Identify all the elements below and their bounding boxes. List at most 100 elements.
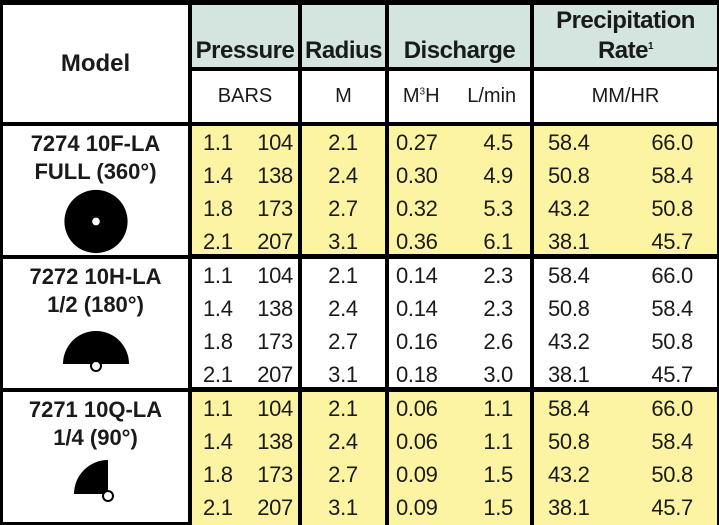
precip-rate-a: 38.1 (548, 229, 590, 254)
table-row-bg (534, 325, 717, 358)
precip-rate-a: 43.2 (548, 462, 590, 487)
model-number: 7271 10Q-LA (28, 397, 163, 422)
precip-line1: Precipitation (556, 7, 695, 34)
pressure-psi: 173 (257, 462, 293, 487)
radius-value: 3.1 (328, 362, 358, 387)
table-row-bg (389, 225, 530, 254)
precip-rate-a: 50.8 (548, 163, 590, 188)
table-row-bg (389, 159, 530, 192)
discharge-lmin: 4.9 (483, 163, 513, 188)
table-row-bg (192, 392, 298, 425)
table-row-bg (302, 259, 385, 292)
precip-rate-b: 50.8 (651, 462, 693, 487)
table-row-bg (534, 192, 717, 225)
pressure-bar: 1.1 (203, 130, 233, 155)
precip-rate-a: 43.2 (548, 329, 590, 354)
discharge-lmin: 2.3 (483, 296, 513, 321)
table-row-bg (302, 425, 385, 458)
discharge-header: Discharge (389, 5, 530, 67)
precip-rate-a: 58.4 (548, 396, 590, 421)
precip-rate-b: 45.7 (651, 362, 693, 387)
precip-rate-a: 43.2 (548, 196, 590, 221)
table-row-bg (534, 358, 717, 387)
radius-value: 2.1 (328, 130, 358, 155)
table-row-bg (302, 491, 385, 525)
table-row-bg (534, 392, 717, 425)
pressure-bar: 1.8 (203, 462, 233, 487)
precip-rate-a: 58.4 (548, 263, 590, 288)
table-row-bg (192, 325, 298, 358)
precip-rate-b: 58.4 (651, 296, 693, 321)
pressure-bar: 2.1 (203, 362, 233, 387)
radius-value: 2.4 (328, 429, 358, 454)
discharge-lmin: 1.5 (483, 495, 513, 520)
precip-rate-a: 38.1 (548, 362, 590, 387)
pressure-bar: 1.8 (203, 196, 233, 221)
m3h-base: M (402, 85, 420, 107)
radius-value: 2.4 (328, 163, 358, 188)
model-number: 7274 10F-LA (30, 131, 161, 156)
table-row-bg (192, 292, 298, 325)
table-row-bg (192, 458, 298, 491)
radius-value: 2.7 (328, 329, 358, 354)
discharge-m3h: 0.06 (396, 429, 438, 454)
discharge-lmin: 3.0 (483, 362, 513, 387)
pressure-psi: 207 (257, 362, 293, 387)
discharge-m3h: 0.36 (396, 229, 438, 254)
table-row-bg (389, 358, 530, 387)
radius-value: 3.1 (328, 229, 358, 254)
pressure-psi: 104 (257, 396, 293, 421)
discharge-lmin: 2.3 (483, 263, 513, 288)
discharge-m3h: 0.14 (396, 296, 438, 321)
table-row-bg (302, 192, 385, 225)
discharge-m3h: 0.30 (396, 163, 438, 188)
table-row-bg (302, 159, 385, 192)
discharge-m3h: 0.09 (396, 495, 438, 520)
discharge-lmin: 1.1 (483, 396, 513, 421)
precipitation-table: Model Pressure Radius Discharge Precipit… (3, 5, 717, 525)
precip-rate-a: 50.8 (548, 429, 590, 454)
table-row-bg (302, 358, 385, 387)
pressure-bar: 1.1 (203, 396, 233, 421)
discharge-lmin: 1.1 (483, 429, 513, 454)
table-row-bg (192, 126, 298, 159)
radius-value: 2.7 (328, 196, 358, 221)
precip-rate-b: 58.4 (651, 429, 693, 454)
table-row-bg (302, 392, 385, 425)
discharge-lmin: 6.1 (483, 229, 513, 254)
footnote-marker: 1 (647, 41, 654, 52)
table-row-bg (302, 325, 385, 358)
discharge-lmin: 5.3 (483, 196, 513, 221)
table-row-bg (302, 292, 385, 325)
table-row-bg (192, 259, 298, 292)
precip-rate-a: 58.4 (548, 130, 590, 155)
radius-value: 2.4 (328, 296, 358, 321)
table-row-bg (389, 392, 530, 425)
discharge-m3h: 0.14 (396, 263, 438, 288)
model-arc: 1/2 (180°) (47, 292, 144, 317)
pressure-bar: 1.8 (203, 329, 233, 354)
table-row-bg (534, 491, 717, 525)
radius-value: 2.1 (328, 263, 358, 288)
mmhr-unit: MM/HR (534, 71, 717, 122)
m3h-unit: M3H (403, 85, 440, 108)
precip-rate-a: 38.1 (548, 495, 590, 520)
table-row-bg (389, 458, 530, 491)
discharge-lmin: 4.5 (483, 130, 513, 155)
pressure-bar: 2.1 (203, 229, 233, 254)
model-arc: 1/4 (90°) (53, 425, 138, 450)
precip-rate-b: 58.4 (651, 163, 693, 188)
precip-rate-b: 66.0 (651, 130, 693, 155)
table-row-bg (389, 126, 530, 159)
table-row-bg (389, 425, 530, 458)
table-row-bg (534, 259, 717, 292)
model-arc: FULL (360°) (34, 159, 157, 184)
full-circle-icon (63, 189, 128, 254)
discharge-lmin: 2.6 (483, 329, 513, 354)
precip-line2: Rate1 (598, 34, 654, 64)
table-row-bg (192, 425, 298, 458)
discharge-m3h: 0.18 (396, 362, 438, 387)
precip-rate-a: 50.8 (548, 296, 590, 321)
pressure-psi: 173 (257, 196, 293, 221)
pressure-bar: 1.4 (203, 296, 233, 321)
